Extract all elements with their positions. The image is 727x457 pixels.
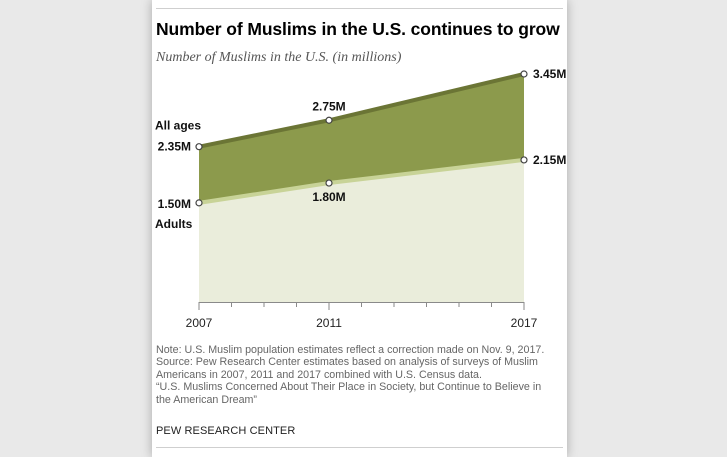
- series-label-adults: Adults: [155, 217, 193, 231]
- top-divider: [156, 8, 563, 9]
- chart-notes: Note: U.S. Muslim population estimates r…: [156, 344, 570, 406]
- source-line: Americans in 2007, 2011 and 2017 combine…: [156, 368, 482, 381]
- bottom-divider: [156, 447, 563, 448]
- note-line: Note: U.S. Muslim population estimates r…: [156, 344, 545, 356]
- chart-card: Number of Muslims in the U.S. continues …: [152, 0, 567, 457]
- x-tick-label: 2017: [511, 316, 538, 330]
- chart-title: Number of Muslims in the U.S. continues …: [156, 19, 560, 39]
- chart-subtitle: Number of Muslims in the U.S. (in millio…: [156, 50, 402, 65]
- report-title-line: the American Dream”: [156, 393, 257, 406]
- all-ages-point: [520, 70, 528, 78]
- all-ages-area: [199, 74, 524, 203]
- series-label-all-ages: All ages: [155, 119, 201, 133]
- all-ages-point: [195, 143, 203, 151]
- x-tick-label: 2011: [316, 316, 342, 330]
- adults-data-label: 1.80M: [312, 190, 345, 204]
- all-ages-data-label: 2.35M: [158, 140, 191, 154]
- adults-point: [325, 179, 333, 187]
- all-ages-data-label: 3.45M: [533, 67, 566, 81]
- area-chart: 2007 2011 2017 2.35M 2.75M 3.45M 1.50M 1.80M 2.1…: [155, 67, 566, 330]
- brand-label: PEW RESEARCH CENTER: [156, 425, 296, 437]
- adults-point: [520, 156, 528, 164]
- adults-data-label: 1.50M: [158, 197, 191, 211]
- adults-point: [195, 199, 203, 207]
- all-ages-point: [325, 116, 333, 124]
- report-title-line: “U.S. Muslims Concerned About Their Plac…: [156, 381, 542, 394]
- adults-area: [199, 159, 524, 302]
- adults-data-label: 2.15M: [533, 153, 566, 167]
- x-tick-label: 2007: [186, 316, 213, 330]
- source-line: Source: Pew Research Center estimates ba…: [156, 356, 538, 369]
- all-ages-data-label: 2.75M: [312, 99, 345, 113]
